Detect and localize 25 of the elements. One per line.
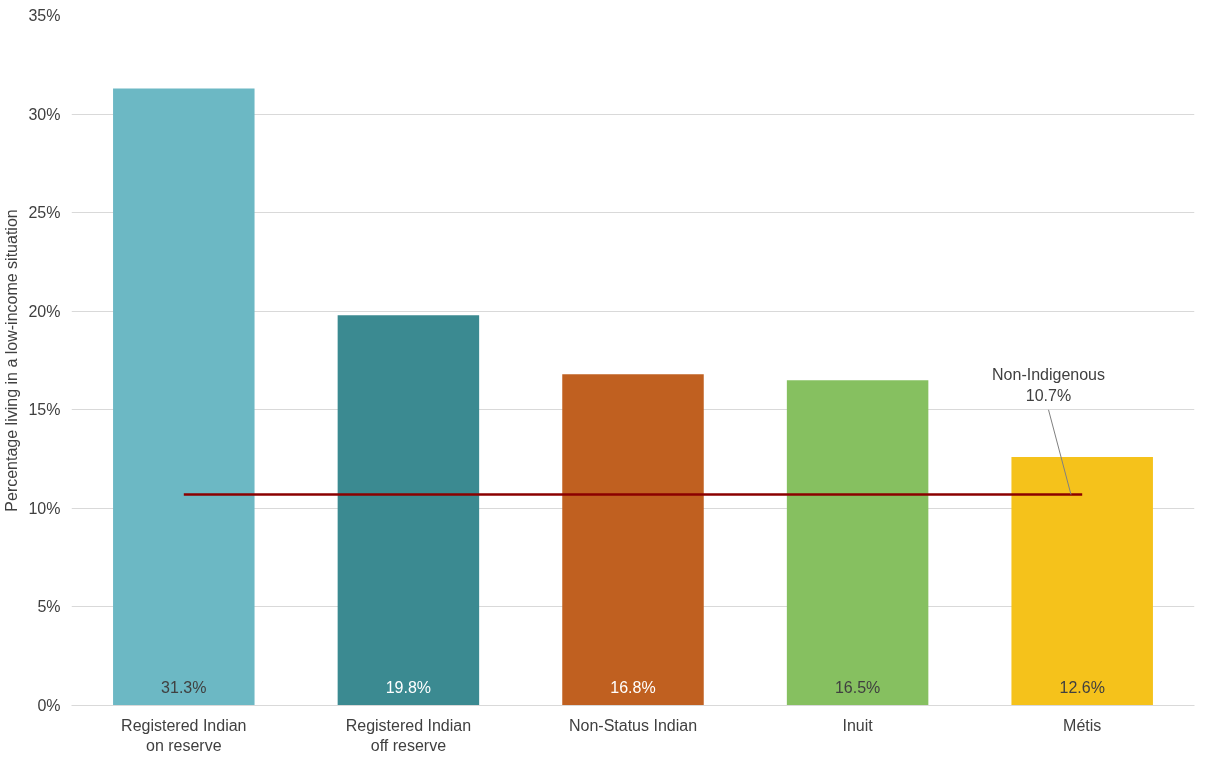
x-tick-label: Registered Indian off reserve: [345, 716, 472, 754]
data-label: 19.8%: [385, 678, 432, 696]
y-tick-label: 5%: [37, 598, 61, 616]
y-tick-label: 10%: [28, 499, 61, 517]
bar: [786, 380, 929, 706]
bar: [562, 374, 704, 706]
ref-line-label: Non-Indigenous 10.7%: [992, 366, 1105, 404]
bar: [337, 315, 480, 706]
x-tick-label: Inuit: [842, 716, 874, 734]
data-label: 31.3%: [161, 678, 207, 696]
y-tick-label: 35%: [28, 7, 61, 24]
y-axis-title: Percentage living in a low-income situation: [3, 209, 21, 512]
y-tick-label: 30%: [28, 105, 61, 123]
data-label: 12.6%: [1059, 678, 1105, 696]
y-tick-label: 20%: [28, 302, 61, 320]
bar: [1011, 457, 1153, 706]
y-tick-label: 15%: [28, 401, 61, 419]
x-tick-label: Registered Indian on reserve: [121, 716, 247, 754]
data-label: 16.5%: [834, 678, 881, 696]
y-tick-label: 25%: [28, 204, 61, 222]
bar: [113, 88, 255, 706]
y-tick-label: 0%: [37, 697, 61, 714]
x-tick-label: Métis: [1063, 716, 1102, 734]
x-tick-label: Non-Status Indian: [568, 716, 698, 734]
data-label: 16.8%: [610, 678, 656, 696]
